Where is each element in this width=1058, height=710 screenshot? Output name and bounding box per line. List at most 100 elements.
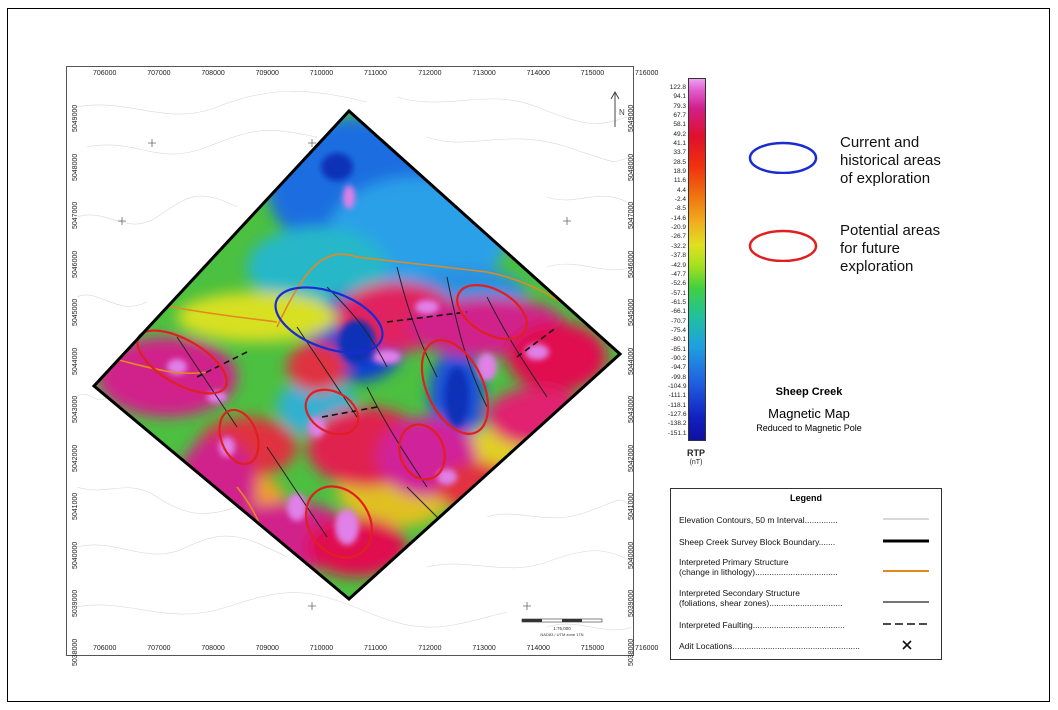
x-tick-label: 714000 xyxy=(526,70,550,77)
colorbar-tick-label: -85.1 xyxy=(671,345,686,353)
colorbar-gradient xyxy=(688,78,706,441)
colorbar-tick-label: 49.2 xyxy=(673,130,686,138)
colorbar-tick-label: -61.5 xyxy=(671,298,686,306)
colorbar-tick-label: -52.6 xyxy=(671,280,686,288)
colorbar-tick-label: 4.4 xyxy=(676,186,686,194)
primary-structure-line-icon xyxy=(883,570,929,572)
current-exploration-area xyxy=(274,286,384,354)
y-tick-label: 5038000 xyxy=(628,638,635,666)
colorbar-tick-label: 122.8 xyxy=(669,84,686,91)
x-tick-label: 715000 xyxy=(580,645,605,652)
x-tick-label: 716000 xyxy=(635,70,659,77)
legend-item-secondary: Interpreted Secondary Structure (foliati… xyxy=(679,588,843,608)
y-tick-label: 5040000 xyxy=(628,541,635,569)
colorbar-tick-label: -70.7 xyxy=(671,317,686,325)
x-tick-label: 707000 xyxy=(147,70,171,77)
x-tick-label: 706000 xyxy=(93,645,117,652)
x-tick-label: 716000 xyxy=(635,645,659,652)
y-tick-label: 5044000 xyxy=(628,347,635,375)
scale-bar xyxy=(521,618,603,623)
y-tick-label: 5038000 xyxy=(72,638,79,666)
current-exploration-label: Current and historical areas of explorat… xyxy=(840,134,941,187)
y-tick-label: 5048000 xyxy=(628,153,635,181)
colorbar-tick-label: -138.2 xyxy=(668,420,687,428)
x-tick-label: 708000 xyxy=(201,70,225,77)
colorbar-tick-label: 58.1 xyxy=(673,121,686,129)
colorbar-tick-label: -14.6 xyxy=(671,214,686,222)
colorbar-tick-label: -42.9 xyxy=(671,261,686,269)
survey-block-boundary xyxy=(91,108,623,601)
potential-exploration-label: Potential areas for future exploration xyxy=(840,222,941,275)
legend-title: Legend xyxy=(789,493,822,503)
x-tick-label: 709000 xyxy=(255,70,279,77)
colorbar-tick-label: -20.9 xyxy=(671,224,686,232)
x-tick-label: 715000 xyxy=(580,70,605,77)
colorbar-title: RTP xyxy=(687,448,705,458)
y-tick-label: 5047000 xyxy=(628,201,635,229)
x-tick-label: 711000 xyxy=(364,645,387,652)
colorbar-tick-label: -127.6 xyxy=(668,410,687,418)
fault-line-icon xyxy=(883,623,929,625)
faults xyxy=(196,311,558,418)
x-tick-label: 713000 xyxy=(472,70,496,77)
legend-box: Legend Elevation Contours, 50 m Interval… xyxy=(670,488,942,660)
colorbar-tick-label: 67.7 xyxy=(673,112,686,120)
y-tick-label: 5046000 xyxy=(72,250,79,278)
adit-x-icon xyxy=(902,640,912,650)
colorbar-tick-label: -32.2 xyxy=(671,242,686,250)
legend-item-adits: Adit Locations..........................… xyxy=(679,641,860,651)
legend-item-primary: Interpreted Primary Structure (change in… xyxy=(679,557,838,577)
y-tick-label: 5045000 xyxy=(72,298,79,326)
elevation-contours xyxy=(76,91,633,631)
y-tick-label: 5041000 xyxy=(72,492,79,520)
x-tick-label: 709000 xyxy=(255,645,279,652)
figure-frame xyxy=(7,8,1050,702)
potential-exploration-key: Potential areas for future exploration xyxy=(748,222,940,276)
colorbar-tick-label: -118.1 xyxy=(668,401,686,409)
secondary-structure-line-icon xyxy=(883,601,929,603)
scale-subtext: NAD83 / UTM zone 17N xyxy=(540,632,583,637)
y-tick-label: 5042000 xyxy=(72,444,79,472)
colorbar-unit: (nT) xyxy=(689,459,703,466)
colorbar-tick-label: 41.1 xyxy=(673,140,686,148)
y-tick-label: 5043000 xyxy=(628,395,635,423)
colorbar-tick-label: -94.7 xyxy=(671,364,686,372)
x-tick-label: 708000 xyxy=(201,645,225,652)
y-tick-label: 5043000 xyxy=(72,395,79,423)
blue-ellipse-icon xyxy=(748,141,818,174)
colorbar-tick-label: -111.1 xyxy=(668,392,686,400)
x-tick-label: 714000 xyxy=(526,645,550,652)
colorbar-tick-label: -104.9 xyxy=(668,382,687,390)
y-tick-label: 5046000 xyxy=(628,250,635,278)
colorbar-tick-label: -90.2 xyxy=(671,354,686,362)
y-tick-label: 5039000 xyxy=(628,589,635,617)
legend-item-faulting: Interpreted Faulting....................… xyxy=(679,620,845,630)
y-tick-label: 5045000 xyxy=(628,298,635,326)
legend-item-boundary: Sheep Creek Survey Block Boundary....... xyxy=(679,537,836,547)
survey-name: Sheep Creek xyxy=(775,386,843,398)
current-exploration-key: Current and historical areas of explorat… xyxy=(748,134,941,188)
y-tick-label: 5049000 xyxy=(72,104,79,132)
legend-item-contours: Elevation Contours, 50 m Interval.......… xyxy=(679,515,838,525)
x-tick-label: 707000 xyxy=(147,645,171,652)
y-tick-label: 5041000 xyxy=(628,492,635,520)
colorbar-tick-label: 94.1 xyxy=(673,93,686,101)
colorbar-tick-label: -37.8 xyxy=(671,252,686,260)
y-tick-label: 5048000 xyxy=(72,153,79,181)
y-tick-label: 5049000 xyxy=(628,104,635,132)
x-tick-label: 710000 xyxy=(309,70,334,77)
map-name: Magnetic Map xyxy=(768,406,850,421)
x-tick-label: 706000 xyxy=(93,70,117,77)
contour-line-icon xyxy=(883,518,929,520)
red-ellipse-icon xyxy=(748,229,818,262)
magnetic-map: N 1:75,000 NAD83 / UTM zone 17N xyxy=(76,90,633,637)
colorbar-tick-label: -99.8 xyxy=(671,373,686,381)
north-arrow-icon xyxy=(610,90,620,127)
grid-crosses xyxy=(118,139,571,610)
colorbar-tick-label: 11.6 xyxy=(673,177,686,185)
y-tick-label: 5039000 xyxy=(72,589,79,617)
x-tick-label: 713000 xyxy=(472,645,496,652)
colorbar-tick-label: 33.7 xyxy=(673,149,686,157)
x-tick-label: 712000 xyxy=(418,645,442,652)
y-tick-label: 5042000 xyxy=(628,444,635,472)
